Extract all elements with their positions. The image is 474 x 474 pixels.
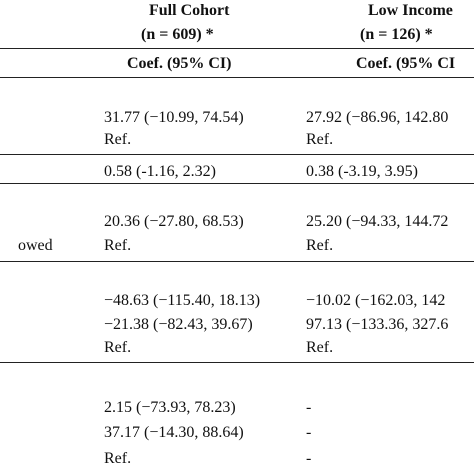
row-label-owed: owed	[18, 237, 53, 254]
table-cell: Ref.	[104, 339, 132, 356]
table-cell: 97.13 (−133.36, 327.6	[306, 316, 449, 333]
table-cell: 0.58 (-1.16, 2.32)	[104, 163, 216, 180]
col2-coef-header: Coef. (95% CI	[356, 55, 456, 72]
table-cell: Ref.	[104, 450, 132, 467]
table-cell: 37.17 (−14.30, 88.64)	[104, 424, 244, 441]
table-cell: 25.20 (−94.33, 144.72	[306, 213, 449, 230]
table-cell: 20.36 (−27.80, 68.53)	[104, 213, 244, 230]
group-rule	[0, 183, 474, 184]
col2-title: Low Income	[368, 2, 453, 19]
col1-title: Full Cohort	[149, 2, 230, 19]
subheader-rule	[0, 77, 474, 78]
table-cell: −21.38 (−82.43, 39.67)	[104, 316, 253, 333]
table-cell: Ref.	[104, 131, 132, 148]
header-rule	[0, 48, 474, 49]
table-cell: Ref.	[306, 339, 334, 356]
table-cell: −48.63 (−115.40, 18.13)	[104, 292, 261, 309]
group-rule	[0, 362, 474, 363]
table-cell: Ref.	[306, 131, 334, 148]
col1-coef-header: Coef. (95% CI)	[127, 55, 232, 72]
table-cell: 2.15 (−73.93, 78.23)	[104, 399, 236, 416]
col2-n: (n = 126) *	[360, 26, 433, 43]
col1-n: (n = 609) *	[141, 26, 214, 43]
table-cell: −10.02 (−162.03, 142	[306, 292, 446, 309]
table-cell: -	[306, 450, 312, 467]
group-rule	[0, 261, 474, 262]
table-cell: -	[306, 424, 312, 441]
table-cell: -	[306, 399, 312, 416]
group-rule	[0, 154, 474, 155]
table-cell: 0.38 (-3.19, 3.95)	[306, 163, 418, 180]
table-cell: 27.92 (−86.96, 142.80	[306, 109, 449, 126]
table-cell: 31.77 (−10.99, 74.54)	[104, 109, 244, 126]
table-cell: Ref.	[104, 237, 132, 254]
table-cell: Ref.	[306, 237, 334, 254]
